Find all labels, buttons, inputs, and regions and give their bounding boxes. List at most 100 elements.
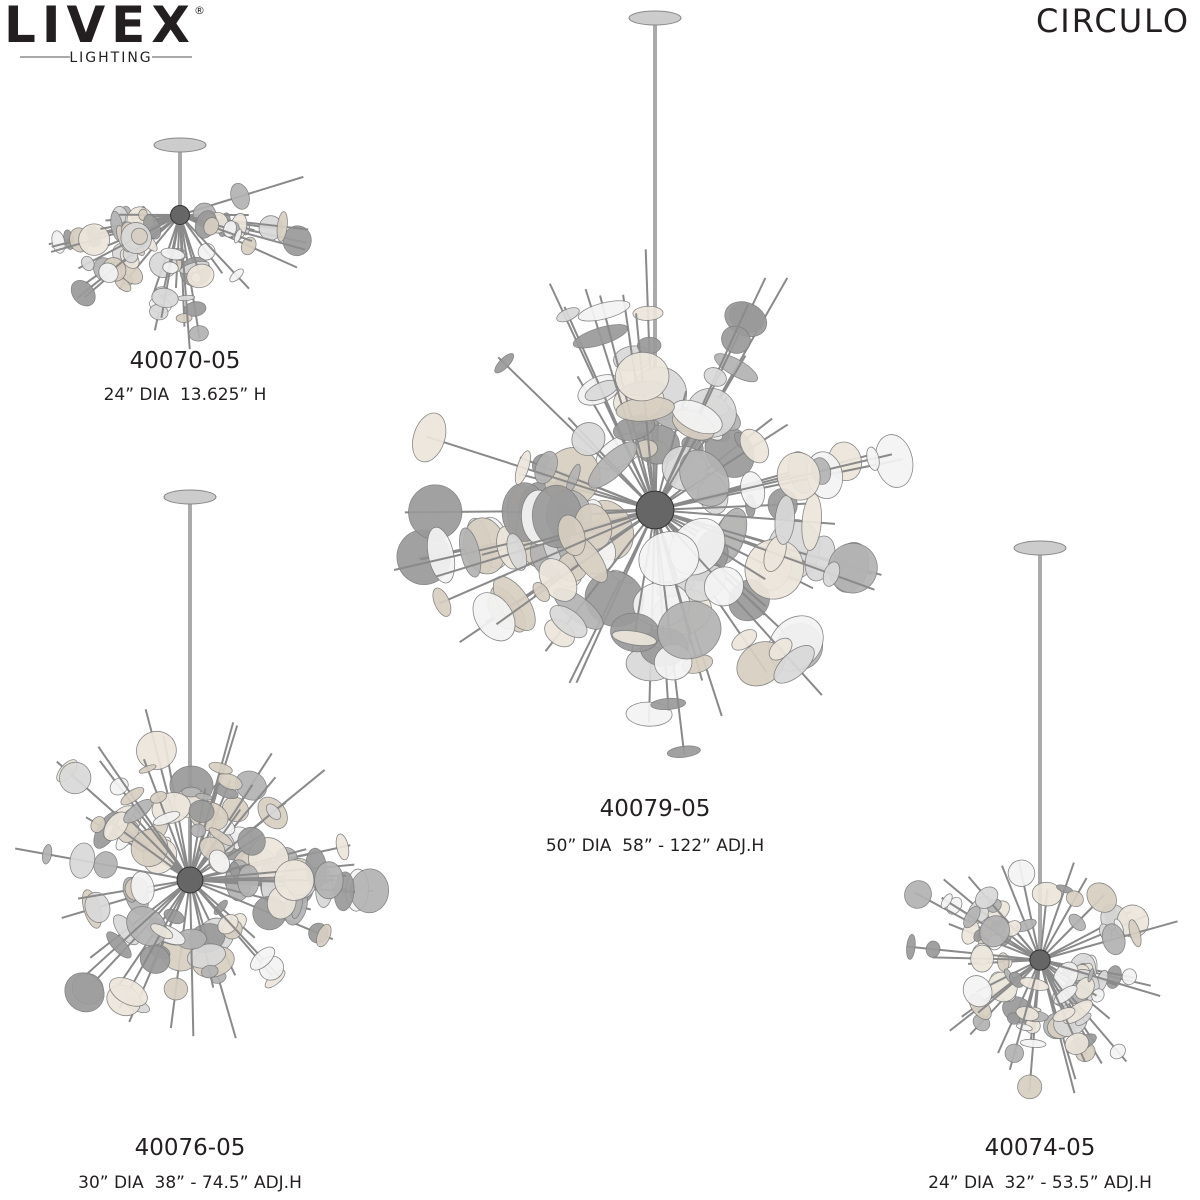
- model: 40070-05: [130, 348, 241, 374]
- disc: [588, 441, 638, 489]
- artwork: [14, 10, 1178, 1100]
- disc: [208, 761, 233, 775]
- spoke: [189, 879, 195, 1037]
- disc: [51, 230, 66, 254]
- disc: [1064, 1032, 1090, 1055]
- disc: [534, 450, 558, 485]
- disc: [970, 944, 994, 973]
- disc: [740, 471, 766, 509]
- disc: [472, 592, 516, 642]
- disc: [240, 236, 257, 256]
- disc: [78, 223, 111, 256]
- disc: [265, 803, 282, 821]
- disc: [81, 255, 95, 271]
- disc: [1086, 882, 1117, 913]
- disc: [1015, 1006, 1040, 1022]
- disc: [650, 697, 687, 711]
- disc: [208, 849, 231, 874]
- spoke: [584, 288, 656, 511]
- disc: [64, 972, 105, 1013]
- disc: [250, 946, 276, 971]
- disc: [274, 859, 315, 901]
- canopy: [153, 137, 207, 153]
- disc: [69, 842, 96, 879]
- hub: [1029, 949, 1051, 971]
- disc: [316, 923, 332, 948]
- hub: [170, 205, 190, 225]
- disc: [906, 933, 916, 960]
- disc: [84, 891, 111, 923]
- disc: [979, 915, 1010, 948]
- spoke: [435, 509, 656, 578]
- disc: [506, 533, 528, 571]
- disc: [126, 906, 167, 947]
- disc: [494, 353, 515, 374]
- disc: [974, 886, 999, 909]
- disc: [190, 823, 207, 838]
- disc: [1121, 968, 1137, 986]
- disc: [93, 851, 118, 879]
- collection: CIRCULO: [1036, 2, 1190, 40]
- disc: [1007, 859, 1036, 887]
- disc: [162, 261, 179, 274]
- hub: [176, 866, 204, 894]
- disc: [160, 247, 186, 261]
- spoke: [1039, 862, 1075, 961]
- disc: [638, 531, 700, 587]
- canopy: [163, 489, 217, 505]
- disc: [657, 600, 722, 660]
- disc: [195, 792, 213, 801]
- disc: [175, 313, 193, 323]
- brand-sub: LIGHTING: [69, 50, 152, 66]
- spoke: [179, 214, 224, 274]
- model: 40074-05: [985, 1135, 1096, 1161]
- disc: [703, 367, 727, 387]
- disc: [139, 944, 171, 974]
- disc: [136, 730, 177, 771]
- disc: [1062, 999, 1093, 1025]
- disc: [532, 581, 550, 603]
- disc: [237, 826, 266, 856]
- hub: [635, 490, 675, 530]
- disc: [120, 786, 145, 806]
- disc: [866, 446, 880, 471]
- disc: [731, 629, 758, 651]
- disc: [632, 305, 664, 321]
- disc: [335, 833, 350, 861]
- spoke: [1001, 865, 1041, 961]
- spoke: [1039, 877, 1088, 961]
- spoke: [86, 879, 191, 975]
- disc: [773, 645, 815, 684]
- disc: [70, 279, 96, 307]
- disc: [1053, 985, 1078, 1005]
- disc: [151, 287, 179, 309]
- disc: [577, 300, 631, 322]
- disc: [186, 263, 215, 289]
- disc: [131, 227, 148, 245]
- disc: [150, 923, 174, 940]
- disc: [138, 764, 157, 774]
- disc: [904, 880, 932, 909]
- disc: [109, 977, 148, 1007]
- disc: [152, 811, 181, 826]
- disc: [666, 745, 701, 758]
- disc: [822, 561, 841, 587]
- disc: [739, 428, 769, 464]
- disc: [1065, 890, 1084, 908]
- disc: [42, 844, 53, 865]
- disc: [962, 975, 993, 1008]
- disc: [1019, 1038, 1047, 1048]
- canopy: [1013, 540, 1067, 556]
- spoke: [123, 813, 191, 881]
- disc: [203, 217, 220, 236]
- spoke: [189, 722, 235, 881]
- disc: [229, 268, 244, 283]
- brand: LIVEX: [4, 0, 196, 54]
- spoke: [97, 746, 191, 881]
- disc: [572, 324, 628, 349]
- disc: [188, 799, 215, 823]
- disc: [426, 526, 456, 584]
- dimensions: 50” DIA 58” - 122” ADJ.H: [546, 836, 764, 856]
- disc: [1017, 1074, 1043, 1100]
- spoke: [654, 453, 893, 511]
